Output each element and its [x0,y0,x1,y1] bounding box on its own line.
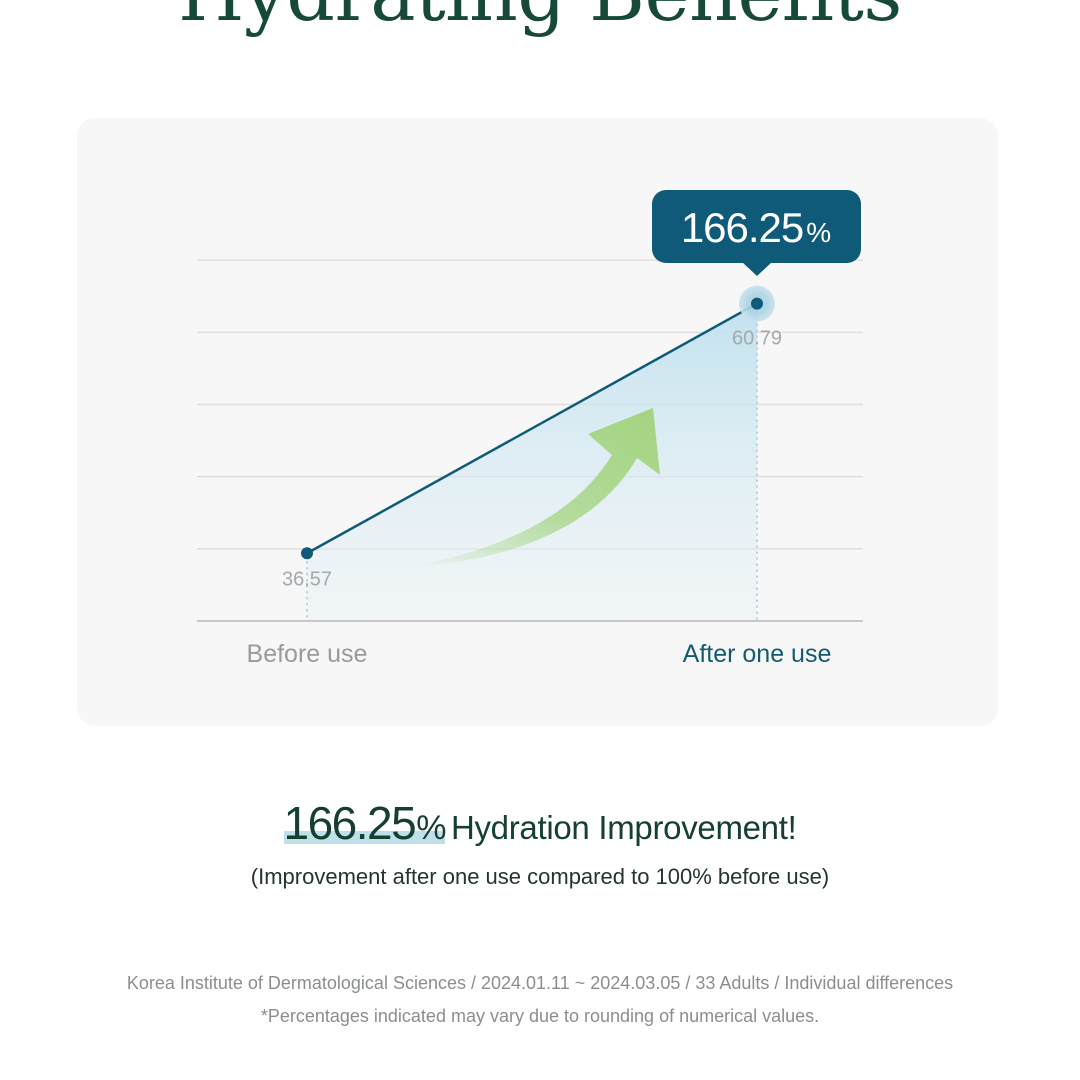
headline: 166.25% Hydration Improvement! [0,796,1080,850]
x-tick-after-one-use: After one use [683,640,832,668]
headline-value: 166.25% [283,797,446,849]
area-fill [307,303,757,621]
data-point-after [751,297,763,310]
subheadline: (Improvement after one use compared to 1… [250,864,830,889]
callout-value: 166.25% [681,204,831,251]
page-title: Hydrating Benefits [0,0,1080,38]
growth-arrow-icon [415,408,660,566]
point-label-before: 36.57 [282,568,332,590]
callout-bubble: 166.25% [652,190,861,276]
point-label-after: 60.79 [732,328,782,350]
source-note: Korea Institute of Dermatological Scienc… [126,973,954,993]
headline-text: Hydration Improvement! [450,809,797,846]
rounding-note: *Percentages indicated may vary due to r… [260,1006,820,1026]
x-tick-before-use: Before use [247,640,368,668]
data-point-before [301,547,313,560]
series-line [306,302,758,555]
